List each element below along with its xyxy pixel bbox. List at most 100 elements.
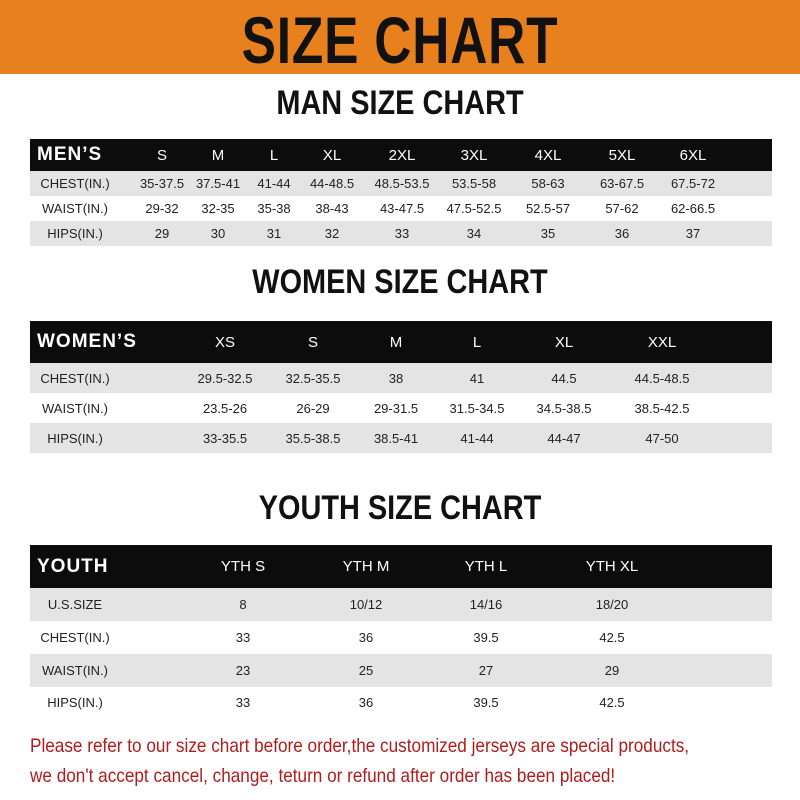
cell-value: 38-43 <box>315 201 349 216</box>
table-header-row: MEN’S S M L XL 2XL 3XL 4XL 5XL 6XL <box>30 139 772 171</box>
table-header-row: WOMEN’S XS S M L XL XXL <box>30 321 772 363</box>
row-label: U.S.SIZE <box>47 597 103 612</box>
cell-value: YTH M <box>342 558 390 575</box>
table-row: WAIST(IN.) 23 25 27 29 <box>30 654 772 687</box>
cell-value: 32 <box>324 226 340 241</box>
cell-value: 35.5-38.5 <box>285 430 341 446</box>
table-row: CHEST(IN.) 35-37.5 37.5-41 41-44 44-48.5 48.5… <box>30 171 772 196</box>
cell-value: XL <box>554 333 574 351</box>
cell-value: 33 <box>235 694 251 710</box>
cell-value: 36 <box>358 630 374 645</box>
table-row: CHEST(IN.) 33 36 39.5 42.5 <box>30 621 772 654</box>
cell-value: 38.5-41 <box>373 430 419 446</box>
cell-value: 57-62 <box>605 201 639 216</box>
cell-value: 39.5 <box>473 694 499 710</box>
cell-value: 38.5-42.5 <box>634 400 690 416</box>
cell-value: 44-47 <box>547 430 581 446</box>
cell-value: 27 <box>478 663 494 678</box>
table-row: U.S.SIZE 8 10/12 14/16 18/20 <box>30 588 772 621</box>
cell-value: 41-44 <box>460 430 494 446</box>
row-label: HIPS(IN.) <box>47 694 103 710</box>
cell-value: 25 <box>358 663 374 678</box>
notice-line-1: Please refer to our size chart before or… <box>30 735 690 757</box>
women-size-table: WOMEN’S XS S M L XL XXL CHEST(IN.) 29.5-32.5 32.5… <box>30 321 772 453</box>
table-row: WAIST(IN.) 23.5-26 26-29 29-31.5 31.5-34.5 34… <box>30 393 772 423</box>
cell-value: 2XL <box>388 146 416 164</box>
cell-value: 29-31.5 <box>373 400 419 416</box>
banner-title: SIZE CHART <box>241 3 559 77</box>
row-label: WAIST(IN.) <box>42 663 108 678</box>
cell-value: 41 <box>469 370 485 386</box>
cell-value: L <box>269 146 279 164</box>
table-row: HIPS(IN.) 33-35.5 35.5-38.5 38.5-41 41-44 44-… <box>30 423 772 453</box>
cell-value: 44.5 <box>551 370 577 386</box>
cell-value: 32-35 <box>201 201 235 216</box>
row-label: WAIST(IN.) <box>42 400 108 416</box>
cell-value: 44.5-48.5 <box>634 370 690 386</box>
cell-value: XXL <box>647 333 677 351</box>
cell-value: 47-50 <box>645 430 679 446</box>
table-row: WAIST(IN.) 29-32 32-35 35-38 38-43 43-47.5 47.… <box>30 196 772 221</box>
row-label: HIPS(IN.) <box>47 430 103 446</box>
table-header-row: YOUTH YTH S YTH M YTH L YTH XL <box>30 545 772 588</box>
cell-value: XL <box>322 146 342 164</box>
cell-value: M <box>389 333 403 351</box>
cell-value: 6XL <box>679 146 707 164</box>
cell-value: 48.5-53.5 <box>374 176 430 191</box>
youth-size-table: YOUTH YTH S YTH M YTH L YTH XL U.S.SIZE 8 10/12… <box>30 545 772 717</box>
cell-value: 53.5-58 <box>451 176 497 191</box>
row-label: HIPS(IN.) <box>47 226 103 241</box>
cell-value: 18/20 <box>595 597 629 612</box>
cell-value: 29 <box>604 663 620 678</box>
cell-value: 23 <box>235 663 251 678</box>
cell-value: 35 <box>540 226 556 241</box>
cell-value: S <box>307 333 319 351</box>
cell-value: 33 <box>235 630 251 645</box>
row-label: MEN’S <box>37 144 103 165</box>
cell-value: 37.5-41 <box>195 176 241 191</box>
women-section-title: WOMEN SIZE CHART <box>252 263 548 301</box>
cell-value: 34 <box>466 226 482 241</box>
row-label: WAIST(IN.) <box>42 201 108 216</box>
cell-value: 29.5-32.5 <box>197 370 253 386</box>
notice-line-2: we don't accept cancel, change, teturn o… <box>30 765 616 787</box>
youth-section-title: YOUTH SIZE CHART <box>258 489 542 527</box>
cell-value: 4XL <box>534 146 562 164</box>
cell-value: 39.5 <box>473 630 499 645</box>
cell-value: 52.5-57 <box>525 201 571 216</box>
cell-value: 58-63 <box>531 176 565 191</box>
cell-value: 62-66.5 <box>670 201 716 216</box>
cell-value: 33 <box>394 226 410 241</box>
cell-value: 43-47.5 <box>379 201 425 216</box>
row-label: WOMEN’S <box>37 331 137 352</box>
cell-value: 14/16 <box>469 597 503 612</box>
cell-value: 3XL <box>460 146 488 164</box>
cell-value: 63-67.5 <box>599 176 645 191</box>
cell-value: 8 <box>239 597 247 612</box>
cell-value: 33-35.5 <box>202 430 248 446</box>
cell-value: 35-37.5 <box>139 176 185 191</box>
cell-value: 36 <box>614 226 630 241</box>
notice: Please refer to our size chart before or… <box>30 731 790 791</box>
cell-value: 47.5-52.5 <box>446 201 502 216</box>
cell-value: 23.5-26 <box>202 400 248 416</box>
cell-value: YTH S <box>220 558 266 575</box>
cell-value: 44-48.5 <box>309 176 355 191</box>
cell-value: 5XL <box>608 146 636 164</box>
cell-value: 32.5-35.5 <box>285 370 341 386</box>
row-label: CHEST(IN.) <box>40 630 110 645</box>
cell-value: 26-29 <box>296 400 330 416</box>
cell-value: 38 <box>388 370 404 386</box>
table-row: HIPS(IN.) 29 30 31 32 33 34 35 36 37 <box>30 221 772 246</box>
cell-value: 31 <box>266 226 282 241</box>
row-label: CHEST(IN.) <box>40 370 110 386</box>
cell-value: 67.5-72 <box>670 176 716 191</box>
table-row: CHEST(IN.) 29.5-32.5 32.5-35.5 38 41 44.5 44.5… <box>30 363 772 393</box>
cell-value: YTH XL <box>585 558 639 575</box>
cell-value: 34.5-38.5 <box>536 400 592 416</box>
cell-value: 30 <box>210 226 226 241</box>
cell-value: M <box>211 146 225 164</box>
cell-value: 42.5 <box>599 694 625 710</box>
banner: SIZE CHART <box>0 0 800 77</box>
cell-value: 37 <box>685 226 701 241</box>
